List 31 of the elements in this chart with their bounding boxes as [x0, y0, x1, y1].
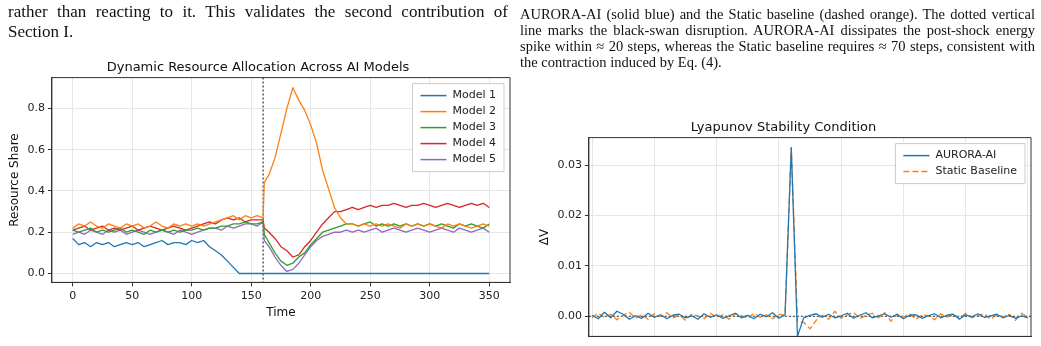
text: rather than reacting to it. This validates the second contribution of Section I.	[8, 2, 508, 42]
legend-label: Static Baseline	[935, 164, 1018, 178]
y-tick-label: 0.01	[557, 258, 582, 272]
x-axis-title: Time	[265, 304, 296, 319]
y-axis-title: ΔV	[537, 228, 552, 246]
legend-label: Model 2	[452, 104, 497, 118]
y-axis-title: Resource Share	[7, 133, 22, 227]
x-tick-label: 50	[125, 288, 140, 302]
y-tick-label: 0.00	[557, 309, 582, 323]
y-tick-label: 0.6	[27, 142, 45, 156]
text: AURORA-AI (solid blue) and the Static baseline (dashed orange). The dotted vertical line marks the black-swan disruption. AURORA-AI dissipates the post-shock energy spike within ≈ 20 steps, whereas the Static baseline requires ≈ 70 steps, consistent with the contraction induced by Eq. (4).	[520, 6, 1035, 70]
chart-title: Dynamic Resource Allocation Across AI Models	[106, 59, 410, 75]
y-tick-label: 0.4	[27, 183, 45, 197]
x-tick-label: 350	[478, 288, 500, 302]
legend-label: Model 1	[452, 88, 497, 102]
y-tick-label: 0.02	[557, 208, 582, 222]
x-tick-label: 200	[300, 288, 322, 302]
x-tick-label: 150	[240, 288, 262, 302]
y-tick-label: 0.8	[27, 101, 45, 115]
x-tick-label: 300	[419, 288, 441, 302]
legend-label: Model 4	[452, 136, 497, 150]
y-tick-label: 0.0	[27, 266, 45, 280]
x-tick-label: 250	[359, 288, 381, 302]
legend-label: Model 3	[452, 120, 497, 134]
x-tick-label: 0	[69, 288, 77, 302]
x-tick-label: 100	[181, 288, 203, 302]
y-tick-label: 0.03	[557, 158, 582, 172]
y-tick-label: 0.2	[27, 225, 45, 239]
chart-title: Lyapunov Stability Condition	[690, 119, 877, 135]
legend-label: Model 5	[452, 152, 497, 166]
legend-label: AURORA-AI	[935, 148, 997, 162]
